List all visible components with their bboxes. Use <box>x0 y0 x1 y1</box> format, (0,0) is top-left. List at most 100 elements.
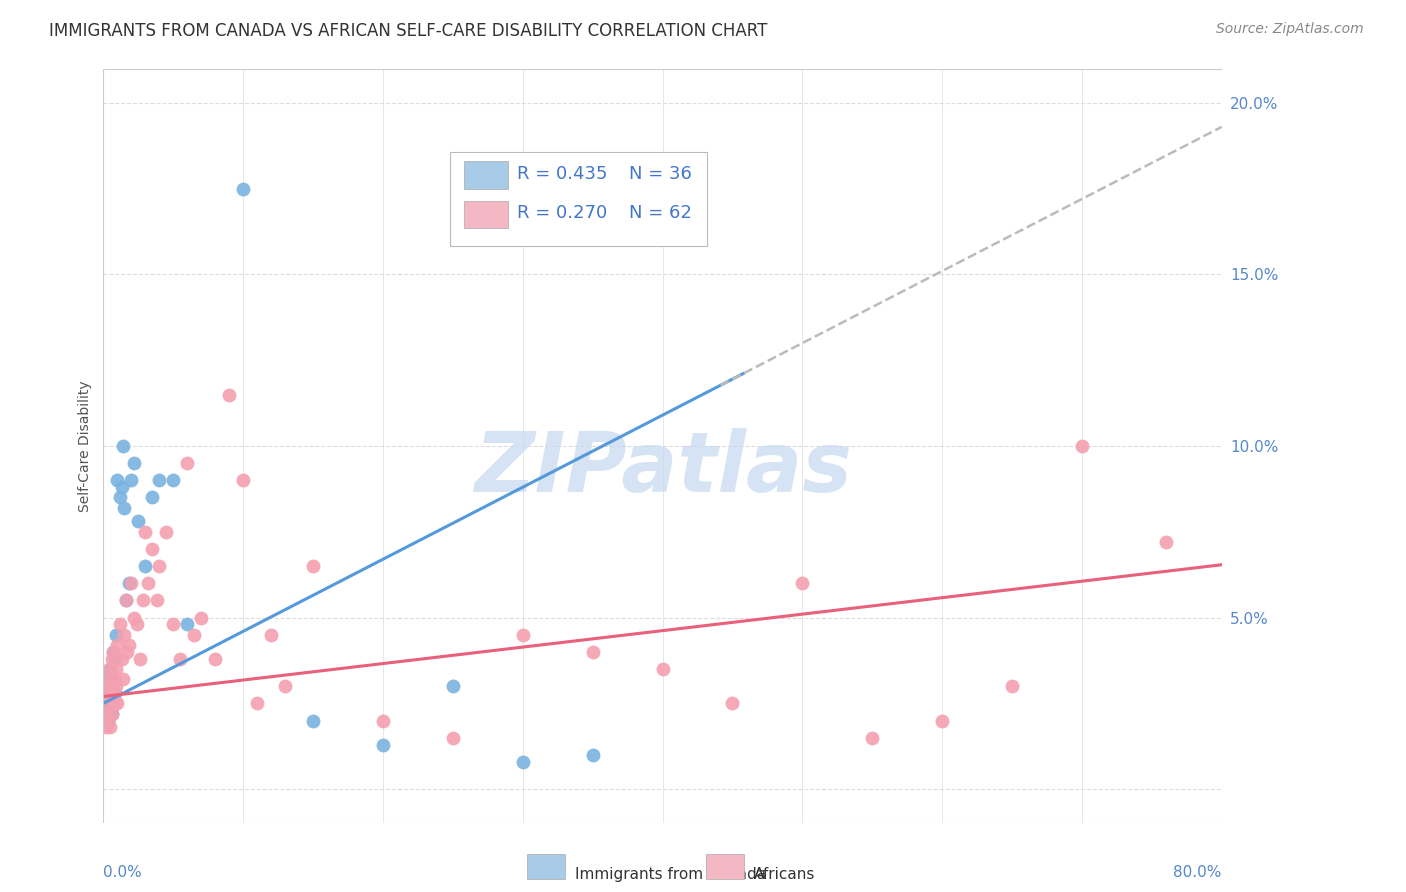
Text: N = 36: N = 36 <box>628 165 692 183</box>
Point <box>582 645 605 659</box>
Point <box>97 673 120 687</box>
Point <box>100 706 122 721</box>
Point <box>176 617 198 632</box>
Point <box>582 747 605 762</box>
Point <box>97 686 120 700</box>
Point <box>141 491 163 505</box>
Point <box>148 559 170 574</box>
Text: Immigrants from Canada: Immigrants from Canada <box>575 866 766 881</box>
Point <box>792 576 814 591</box>
Point <box>1001 679 1024 693</box>
Point <box>103 673 125 687</box>
Point <box>100 706 122 721</box>
Point <box>110 652 132 666</box>
Point <box>94 679 117 693</box>
Point <box>128 652 150 666</box>
Point <box>96 679 118 693</box>
Point <box>94 697 117 711</box>
Point <box>114 593 136 607</box>
Point <box>120 576 142 591</box>
Point <box>98 697 121 711</box>
Point <box>931 714 953 728</box>
Point <box>1071 439 1094 453</box>
Point <box>232 181 254 195</box>
Text: R = 0.435: R = 0.435 <box>517 165 607 183</box>
Point <box>371 714 394 728</box>
Point <box>96 686 118 700</box>
Point <box>169 652 191 666</box>
Point <box>145 593 167 607</box>
Point <box>131 593 153 607</box>
FancyBboxPatch shape <box>706 855 744 879</box>
Point <box>105 473 128 487</box>
Point <box>114 593 136 607</box>
Point <box>110 480 132 494</box>
Point <box>218 387 240 401</box>
Point <box>246 697 269 711</box>
Point <box>120 473 142 487</box>
Point <box>111 673 134 687</box>
Point <box>112 500 135 515</box>
Point <box>274 679 297 693</box>
Point <box>100 686 122 700</box>
Point <box>105 638 128 652</box>
Text: N = 62: N = 62 <box>628 204 692 222</box>
Point <box>122 610 145 624</box>
Point <box>122 456 145 470</box>
Point <box>112 628 135 642</box>
Point <box>115 645 138 659</box>
Text: ZIPatlas: ZIPatlas <box>474 428 852 509</box>
FancyBboxPatch shape <box>527 855 565 879</box>
Text: R = 0.270: R = 0.270 <box>517 204 607 222</box>
Point <box>136 576 159 591</box>
Text: IMMIGRANTS FROM CANADA VS AFRICAN SELF-CARE DISABILITY CORRELATION CHART: IMMIGRANTS FROM CANADA VS AFRICAN SELF-C… <box>49 22 768 40</box>
FancyBboxPatch shape <box>464 161 508 188</box>
Point <box>441 731 464 745</box>
Point <box>104 628 127 642</box>
Point <box>96 720 118 734</box>
Point <box>162 473 184 487</box>
Y-axis label: Self-Care Disability: Self-Care Disability <box>79 380 93 512</box>
Point <box>101 645 124 659</box>
FancyBboxPatch shape <box>464 201 508 227</box>
Point <box>104 679 127 693</box>
Point <box>117 638 139 652</box>
Point <box>117 576 139 591</box>
Point <box>441 679 464 693</box>
Point <box>176 456 198 470</box>
Point <box>94 706 117 721</box>
Point <box>100 662 122 676</box>
Point <box>302 559 325 574</box>
Text: 80.0%: 80.0% <box>1174 865 1222 880</box>
FancyBboxPatch shape <box>450 152 707 246</box>
Point <box>155 524 177 539</box>
Point <box>100 679 122 693</box>
Point <box>512 755 534 769</box>
Point <box>141 541 163 556</box>
Point <box>232 473 254 487</box>
Point <box>96 706 118 721</box>
Point <box>260 628 283 642</box>
Point <box>134 524 156 539</box>
Point <box>512 628 534 642</box>
Point <box>1154 535 1177 549</box>
Point <box>125 617 148 632</box>
Text: Source: ZipAtlas.com: Source: ZipAtlas.com <box>1216 22 1364 37</box>
Point <box>190 610 212 624</box>
Point <box>103 686 125 700</box>
Point <box>97 714 120 728</box>
Point <box>98 662 121 676</box>
Point <box>105 697 128 711</box>
Point <box>101 686 124 700</box>
Point <box>651 662 673 676</box>
Point <box>162 617 184 632</box>
Point <box>302 714 325 728</box>
Text: 0.0%: 0.0% <box>104 865 142 880</box>
Point <box>100 652 122 666</box>
Point <box>108 617 131 632</box>
Point <box>134 559 156 574</box>
Point <box>104 662 127 676</box>
Point <box>721 697 744 711</box>
Point <box>127 515 149 529</box>
Point <box>100 673 122 687</box>
